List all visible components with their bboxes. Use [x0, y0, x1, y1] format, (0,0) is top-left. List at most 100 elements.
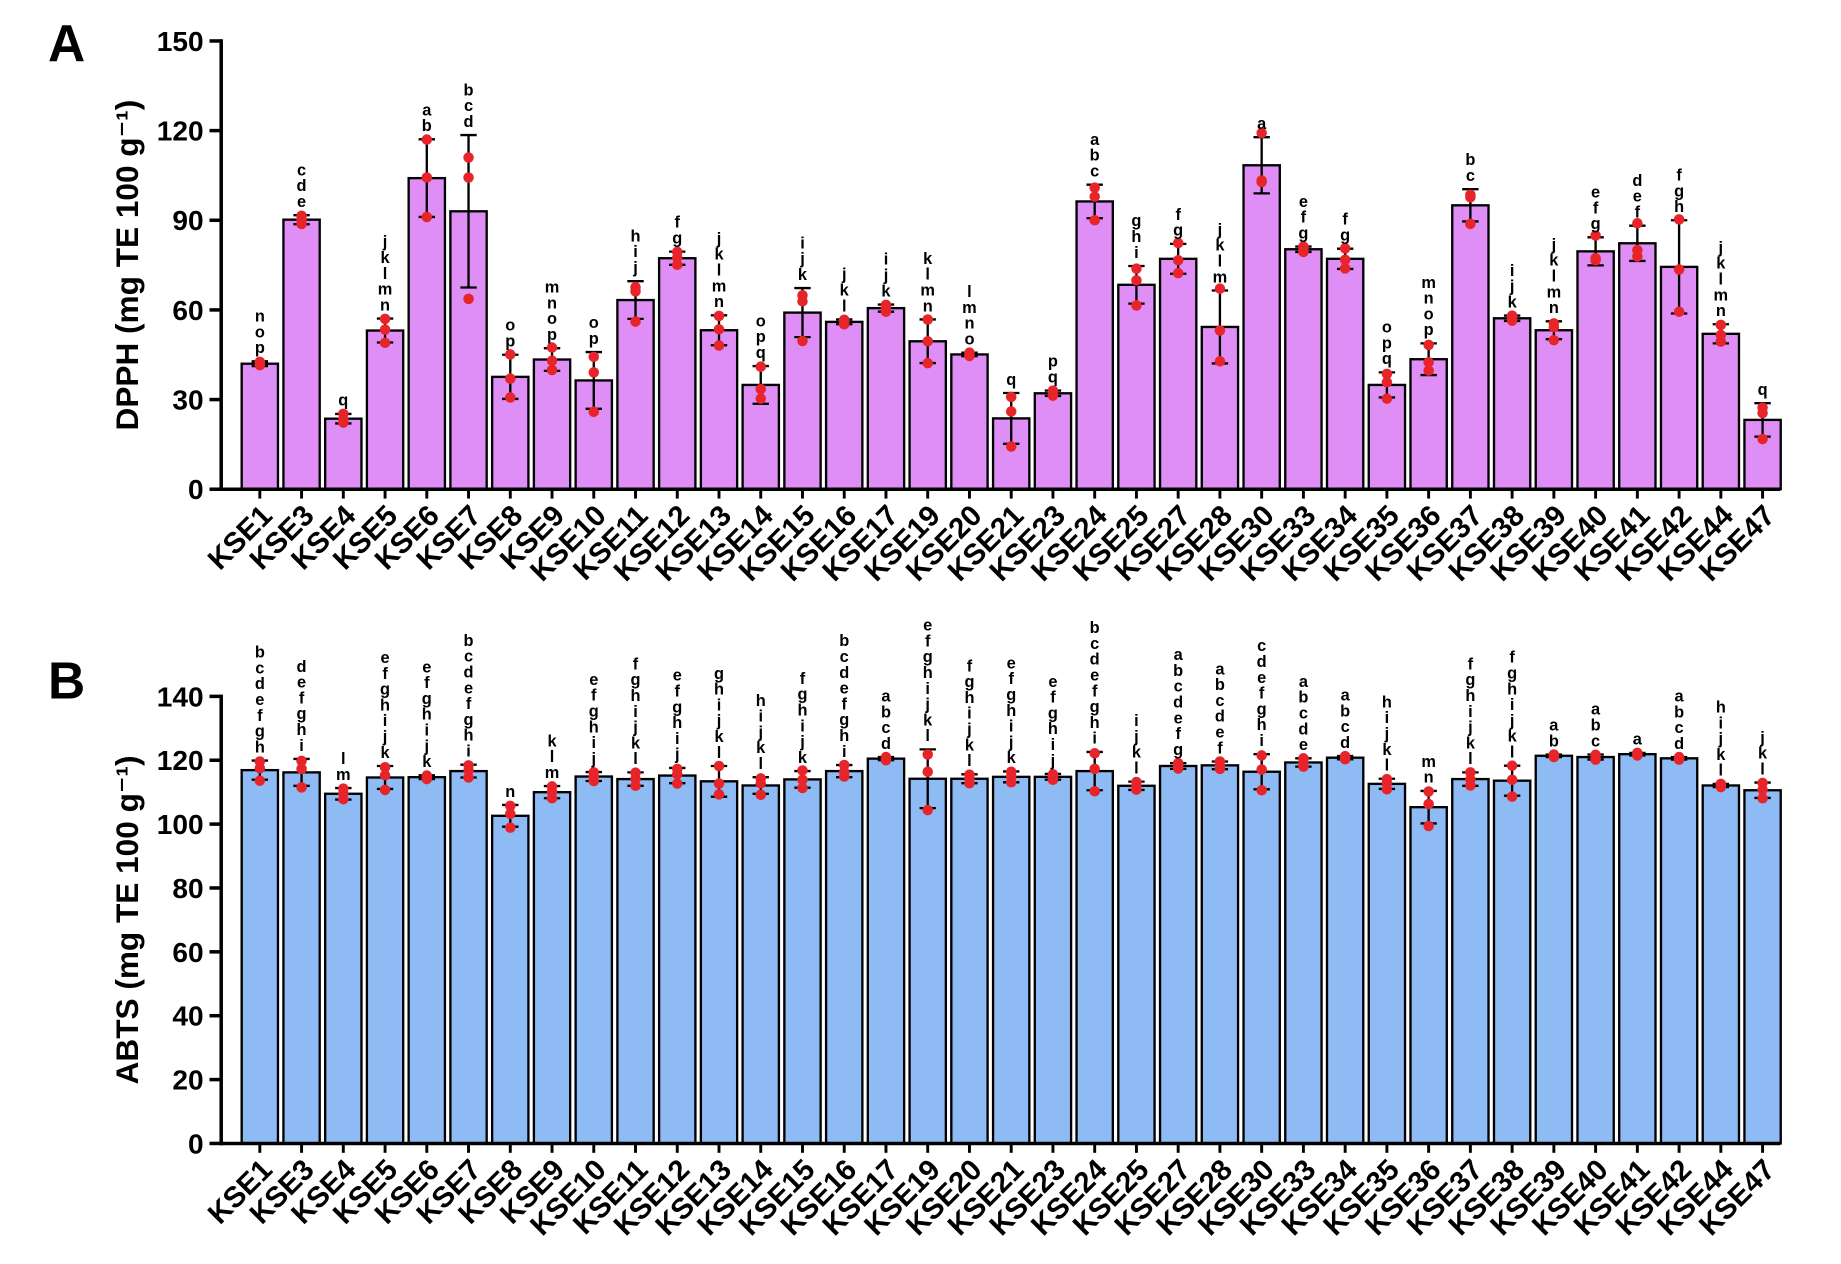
replicate-point — [713, 760, 725, 772]
significance-letter: i — [884, 251, 889, 269]
replicate-point — [463, 772, 474, 783]
significance-letter: a — [1174, 646, 1184, 664]
replicate-point — [1089, 182, 1100, 193]
significance-letter: g — [1674, 182, 1684, 200]
significance-letter: f — [1217, 739, 1223, 757]
replicate-point — [1590, 230, 1601, 241]
bar-KSE17 — [866, 306, 906, 491]
y-tick-label: 140 — [157, 681, 204, 712]
significance-letter: d — [1090, 651, 1100, 669]
replicate-point — [630, 316, 641, 327]
significance-letter: e — [381, 649, 390, 667]
significance-letter: e — [255, 691, 264, 709]
bar-KSE38 — [1492, 779, 1532, 1145]
significance-letter: a — [1675, 687, 1685, 705]
significance-letter: m — [1547, 283, 1562, 301]
significance-letter: m — [545, 279, 560, 297]
replicate-point — [1381, 393, 1393, 404]
significance-letter: a — [1549, 716, 1559, 734]
significance-letter: b — [1090, 147, 1100, 165]
significance-letter: h — [255, 738, 265, 756]
replicate-point — [1172, 237, 1184, 249]
replicate-point — [1632, 217, 1643, 229]
y-tick-label: 120 — [157, 745, 204, 776]
significance-letter: m — [1714, 286, 1729, 304]
significance-letter: k — [1007, 749, 1017, 767]
significance-letter: e — [923, 617, 932, 635]
significance-letter: c — [464, 648, 473, 666]
replicate-point — [755, 777, 767, 789]
replicate-point — [1298, 761, 1309, 772]
significance-letter: e — [1048, 673, 1057, 691]
replicate-point — [1005, 391, 1017, 403]
bar-KSE13 — [699, 329, 739, 491]
significance-letter: k — [422, 753, 432, 771]
significance-letter: k — [1549, 252, 1559, 270]
bar-KSE5 — [365, 776, 405, 1145]
significance-letter: c — [1215, 692, 1224, 710]
bar-KSE5 — [365, 329, 405, 491]
bar-KSE11 — [616, 298, 655, 491]
significance-letter: h — [1507, 680, 1517, 698]
significance-letter: b — [1591, 716, 1601, 734]
significance-letter: f — [633, 655, 639, 673]
significance-letter: b — [1674, 703, 1684, 721]
replicate-point — [1005, 777, 1017, 788]
replicate-point — [1673, 214, 1685, 225]
replicate-point — [964, 777, 975, 789]
replicate-point — [1381, 784, 1393, 795]
significance-letter: b — [839, 632, 849, 650]
significance-letter: i — [842, 743, 847, 761]
significance-letter: g — [1048, 704, 1058, 722]
replicate-point — [1089, 747, 1100, 759]
significance-letter: n — [255, 308, 265, 326]
replicate-point — [379, 769, 391, 781]
significance-letter: n — [1424, 290, 1434, 308]
replicate-point — [1005, 441, 1017, 452]
significance-letter: g — [631, 671, 641, 689]
significance-letter: d — [1257, 653, 1267, 671]
significance-letter: k — [840, 281, 850, 299]
significance-letter: d — [1632, 172, 1642, 190]
significance-letter: o — [547, 310, 557, 328]
significance-letter: f — [1509, 649, 1515, 667]
significance-letter: f — [257, 707, 263, 725]
significance-letter: b — [464, 81, 474, 99]
replicate-point — [1673, 264, 1685, 275]
significance-letter: n — [380, 296, 390, 314]
significance-letter: k — [381, 744, 391, 762]
significance-letter: a — [1257, 115, 1267, 133]
significance-letter: j — [1467, 719, 1473, 737]
bar-KSE40 — [1576, 755, 1615, 1145]
replicate-point — [1089, 191, 1100, 202]
replicate-point — [1548, 334, 1560, 346]
bar-KSE6 — [407, 775, 447, 1145]
replicate-points-a — [254, 127, 1768, 452]
significance-letter: f — [675, 683, 681, 701]
y-tick-labels-b: 0 20 40 60 80 100 120 140 — [157, 681, 204, 1159]
significance-letter: q — [756, 344, 766, 362]
significance-letter: j — [590, 750, 596, 768]
y-tick-label: 20 — [172, 1065, 203, 1096]
significance-letter: l — [1552, 267, 1557, 285]
bar-KSE35 — [1367, 782, 1407, 1145]
significance-letter: g — [589, 702, 599, 720]
significance-letter: l — [1468, 750, 1473, 768]
significance-letter: p — [1382, 334, 1392, 352]
bar-KSE1 — [240, 768, 280, 1145]
replicate-point — [1632, 251, 1643, 262]
significance-letter: g — [255, 723, 265, 741]
significance-letter: h — [1257, 716, 1267, 734]
significance-letter: l — [758, 755, 763, 773]
significance-letter: g — [672, 229, 682, 247]
significance-letter: h — [1716, 698, 1726, 716]
significance-letter: l — [550, 748, 555, 766]
replicate-point — [755, 393, 767, 404]
bar-KSE41 — [1618, 753, 1657, 1145]
significance-letter: i — [1259, 732, 1264, 750]
replicate-point — [922, 804, 933, 816]
replicate-point — [1423, 365, 1434, 376]
bar-KSE4 — [324, 417, 363, 491]
